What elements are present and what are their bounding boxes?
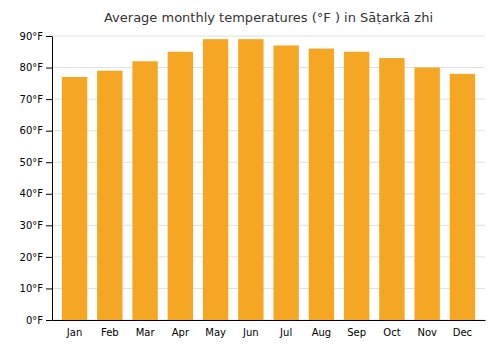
y-tick-mark <box>46 257 52 258</box>
x-tick-label: Jan <box>66 327 82 338</box>
x-tick-label: Apr <box>172 327 190 338</box>
bar <box>132 61 157 320</box>
y-axis: 0°F 10°F 20°F 30°F 40°F 50°F 60°F 70°F 80°F 90°F <box>20 31 53 326</box>
x-tick: Apr <box>172 327 190 338</box>
x-tick: Feb <box>101 327 119 338</box>
bar <box>238 39 263 320</box>
y-tick-label: 0°F <box>26 315 43 326</box>
y-tick-label: 20°F <box>20 252 44 263</box>
bar <box>203 39 228 320</box>
x-axis-line <box>53 320 486 321</box>
x-tick-label: Jun <box>242 327 259 338</box>
title: Average monthly temperatures (°F ) in Sā… <box>104 10 433 25</box>
plot-area: 0°F 10°F 20°F 30°F 40°F 50°F 60°F 70°F 80°F 90°F J… <box>20 31 486 338</box>
y-tick: 20°F <box>20 252 52 263</box>
y-tick: 70°F <box>20 94 52 105</box>
chart: 0°F 10°F 20°F 30°F 40°F 50°F 60°F 70°F 80°F 90°F J… <box>0 0 500 350</box>
x-tick: Mar <box>136 327 156 338</box>
x-tick-label: Nov <box>417 327 437 338</box>
y-tick-mark <box>46 225 52 226</box>
bar <box>450 74 475 320</box>
y-tick-mark <box>46 68 52 69</box>
y-tick: 40°F <box>20 188 52 199</box>
y-tick-mark <box>46 131 52 132</box>
x-tick-label: Sep <box>347 327 366 338</box>
grid-line <box>52 36 485 37</box>
y-tick-label: 90°F <box>20 31 44 42</box>
y-tick: 10°F <box>20 283 52 294</box>
y-tick-label: 10°F <box>20 283 44 294</box>
bar <box>62 77 87 320</box>
x-tick-label: Mar <box>136 327 156 338</box>
y-tick-label: 30°F <box>20 220 44 231</box>
x-tick-label: Aug <box>312 327 332 338</box>
x-tick: Oct <box>383 327 400 338</box>
y-tick-label: 50°F <box>20 157 44 168</box>
bar <box>273 45 298 320</box>
bar <box>168 52 193 320</box>
x-tick: Dec <box>453 327 472 338</box>
x-tick: Nov <box>417 327 437 338</box>
y-tick-mark <box>46 320 52 321</box>
bar <box>344 52 369 320</box>
bar <box>414 68 439 320</box>
x-tick: May <box>205 327 226 338</box>
y-axis-line <box>52 37 53 321</box>
y-tick-label: 40°F <box>20 188 44 199</box>
x-tick: Sep <box>347 327 366 338</box>
x-tick: Aug <box>312 327 332 338</box>
y-tick: 80°F <box>20 62 52 73</box>
bar <box>97 71 122 320</box>
x-tick-label: Oct <box>383 327 400 338</box>
y-tick-mark <box>46 194 52 195</box>
y-tick-mark <box>46 36 52 37</box>
bars <box>62 39 475 320</box>
x-tick-label: Feb <box>101 327 119 338</box>
bar <box>309 49 334 320</box>
x-tick: Jun <box>242 327 259 338</box>
y-tick: 60°F <box>20 125 52 136</box>
y-tick-label: 70°F <box>20 94 44 105</box>
y-tick-label: 80°F <box>20 62 44 73</box>
y-tick: 50°F <box>20 157 52 168</box>
y-tick: 90°F <box>20 31 52 42</box>
y-tick-label: 60°F <box>20 125 44 136</box>
x-tick: Jan <box>66 327 82 338</box>
x-tick-label: May <box>205 327 226 338</box>
y-tick-mark <box>46 99 52 100</box>
y-tick-mark <box>46 162 52 163</box>
y-tick: 0°F <box>26 315 52 326</box>
x-tick-label: Jul <box>279 327 292 338</box>
grid <box>52 36 485 320</box>
x-tick-label: Dec <box>453 327 472 338</box>
x-tick: Jul <box>279 327 292 338</box>
y-tick-mark <box>46 288 52 289</box>
y-tick: 30°F <box>20 220 52 231</box>
x-axis: Jan Feb Mar Apr May Jun Jul Aug Sep Oct Nov Dec <box>53 321 486 339</box>
bar <box>379 58 404 320</box>
